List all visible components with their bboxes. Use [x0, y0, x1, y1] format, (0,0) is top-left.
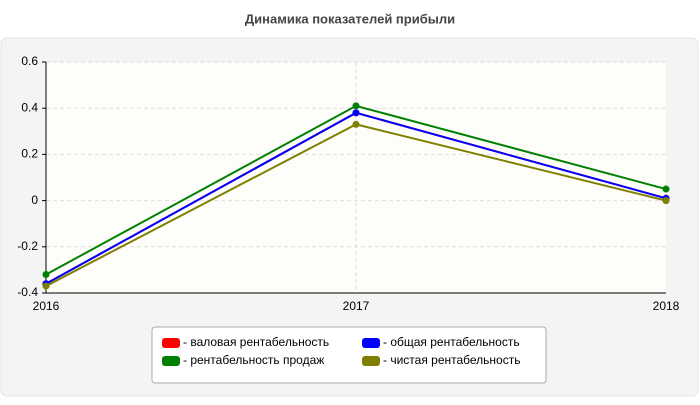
y-tick-label: 0.2 [21, 147, 38, 161]
legend-label: - общая рентабельность [383, 335, 520, 349]
point [352, 120, 360, 128]
legend-swatch [362, 356, 380, 366]
x-tick-label: 2016 [33, 299, 60, 313]
y-tick-label: 0.6 [21, 54, 38, 68]
y-tick-label: -0.2 [17, 239, 38, 253]
x-tick-label: 2018 [653, 299, 680, 313]
legend-swatch [362, 338, 380, 348]
legend-label: - рентабельность продаж [183, 353, 324, 367]
legend-label: - чистая рентабельность [383, 353, 520, 367]
point [662, 197, 670, 205]
legend-swatch [162, 338, 180, 348]
legend-swatch [162, 356, 180, 366]
legend [151, 326, 547, 384]
y-tick-label: 0 [31, 193, 38, 207]
point [662, 185, 670, 193]
point [42, 271, 50, 279]
point [352, 109, 360, 117]
y-tick-label: -0.4 [17, 285, 38, 299]
legend-label: - валовая рентабельность [183, 335, 329, 349]
y-tick-label: 0.4 [21, 100, 38, 114]
point [352, 102, 360, 110]
chart-title: Динамика показателей прибыли [245, 11, 455, 26]
x-tick-label: 2017 [343, 299, 370, 313]
point [42, 282, 50, 290]
